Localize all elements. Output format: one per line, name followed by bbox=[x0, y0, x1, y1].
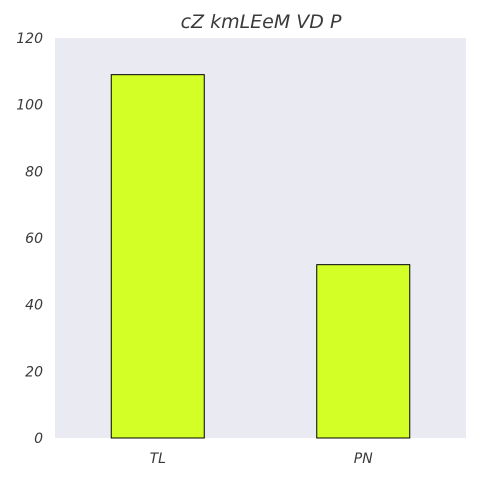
y-tick-label: 120 bbox=[16, 31, 43, 47]
x-axis-ticks: TL PN bbox=[150, 451, 374, 467]
y-tick-label: 20 bbox=[25, 364, 43, 380]
bar-pn bbox=[316, 264, 411, 439]
x-tick-label-pn: PN bbox=[354, 451, 373, 467]
y-tick-label: 0 bbox=[34, 431, 43, 447]
chart-title: cZ kmLEeM VD P bbox=[181, 11, 342, 33]
y-tick-label: 40 bbox=[25, 298, 43, 314]
y-axis-ticks: 0 20 40 60 80 100 120 bbox=[16, 31, 43, 447]
x-tick-label-tl: TL bbox=[150, 451, 166, 467]
bar-tl bbox=[110, 74, 205, 439]
y-tick-label: 100 bbox=[16, 98, 43, 114]
bars-group bbox=[110, 74, 411, 439]
y-tick-label: 60 bbox=[25, 231, 43, 247]
y-tick-label: 80 bbox=[25, 164, 43, 180]
